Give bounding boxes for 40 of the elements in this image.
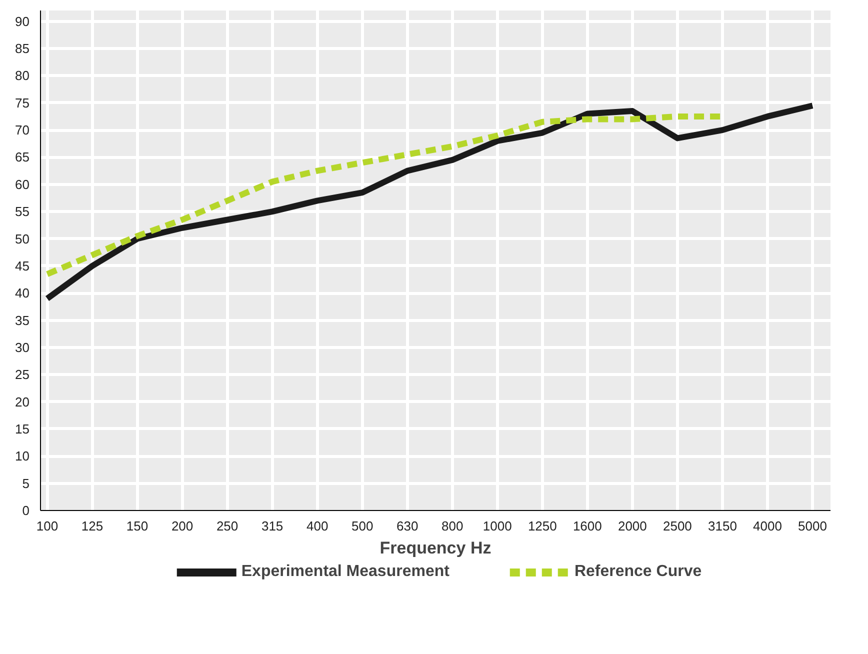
x-tick-label: 315 [261,518,284,534]
legend-label: Reference Curve [574,563,702,581]
x-axis-title: Frequency Hz [380,538,492,558]
x-tick-label: 5000 [798,518,827,534]
legend-label: Experimental Measurement [241,563,450,581]
x-tick-label: 250 [216,518,238,534]
x-tick-label: 200 [171,518,194,534]
x-tick-label: 4000 [753,518,782,534]
y-tick-label: 5 [22,476,30,491]
x-tick-label: 1250 [528,518,557,534]
y-tick-label: 90 [15,14,30,29]
y-tick-label: 25 [15,367,30,382]
x-tick-label: 3150 [708,518,737,534]
y-tick-label: 70 [15,122,30,138]
x-tick-label: 1600 [572,518,602,534]
y-tick-label: 15 [15,421,30,436]
x-tick-label: 800 [442,518,464,534]
x-tick-label: 2000 [618,518,647,534]
x-tick-label: 100 [36,518,58,534]
y-tick-label: 45 [15,258,30,274]
y-tick-label: 80 [15,68,30,84]
y-tick-label: 75 [15,95,30,110]
x-tick-label: 1000 [482,518,512,534]
y-tick-label: 30 [15,340,30,355]
x-tick-label: 150 [126,518,148,534]
y-tick-label: 20 [15,394,30,410]
y-tick-label: 0 [22,503,30,518]
x-tick-label: 630 [396,518,418,534]
y-tick-label: 40 [15,286,30,301]
y-tick-label: 60 [15,176,30,192]
y-tick-label: 55 [15,204,30,220]
x-tick-label: 2500 [662,518,692,534]
y-tick-label: 35 [15,312,30,328]
x-tick-label: 400 [306,518,328,534]
y-tick-label: 85 [15,41,30,56]
y-tick-label: 10 [15,448,30,464]
y-tick-label: 65 [15,150,30,165]
x-tick-label: 500 [352,518,374,534]
y-tick-label: 50 [15,231,30,246]
x-tick-label: 125 [81,518,104,534]
